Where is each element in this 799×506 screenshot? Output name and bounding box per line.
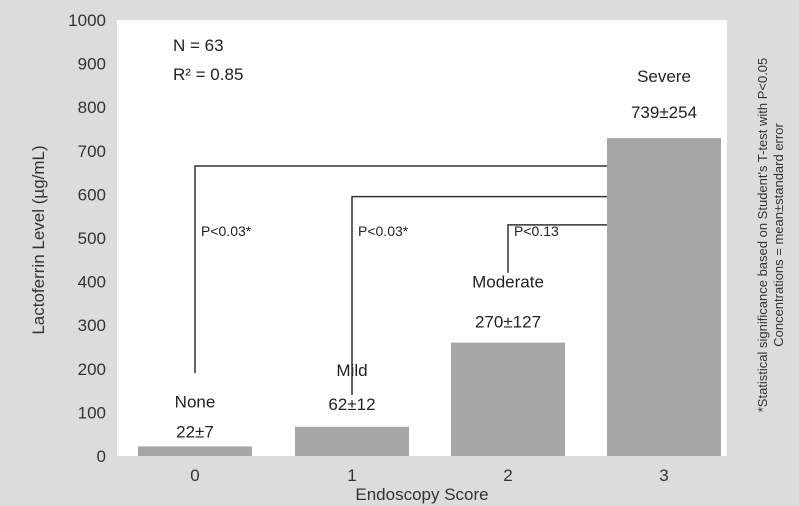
bar-1 <box>295 426 409 456</box>
y-tick-label: 100 <box>78 403 106 422</box>
comparison-bracket <box>351 195 607 395</box>
y-tick-label: 0 <box>97 447 106 466</box>
x-tick-label: 2 <box>503 466 512 485</box>
bar-label-name: Moderate <box>472 273 544 292</box>
x-tick-label: 0 <box>190 466 199 485</box>
bar-label-name: Severe <box>637 67 691 86</box>
footnote-significance: *Statistical significance based on Stude… <box>755 58 770 413</box>
y-tick-label: 600 <box>78 185 106 204</box>
y-tick-label: 300 <box>78 316 106 335</box>
x-tick-label: 1 <box>347 466 356 485</box>
bars <box>138 138 721 456</box>
y-tick-label: 200 <box>78 360 106 379</box>
comparison-bracket <box>194 165 607 374</box>
y-axis-ticks: 0 100 200 300 400 500 600 700 800 900 1000 <box>68 11 106 466</box>
y-tick-label: 700 <box>78 142 106 161</box>
y-tick-label: 400 <box>78 273 106 292</box>
bar-label-value: 739±254 <box>631 103 697 122</box>
y-tick-label: 900 <box>78 55 106 74</box>
bar-0 <box>138 446 252 456</box>
stat-n: N = 63 <box>173 36 224 55</box>
bar-2 <box>451 342 565 456</box>
bar-label-value: 62±12 <box>328 395 375 414</box>
y-axis-title: Lactoferrin Level (µg/mL) <box>29 145 48 334</box>
p-value-label: P<0.03* <box>201 223 252 239</box>
y-tick-label: 800 <box>78 98 106 117</box>
bar-labels: None22±7Mild62±12Moderate270±127Severe73… <box>175 67 697 441</box>
significance-brackets: P<0.03* P<0.03* P<0.13 <box>194 165 607 395</box>
stat-r2: R² = 0.85 <box>173 65 243 84</box>
bar-label-value: 270±127 <box>475 313 541 332</box>
y-tick-label: 1000 <box>68 11 106 30</box>
p-value-label: P<0.13 <box>514 223 559 239</box>
bar-label-name: None <box>175 392 216 411</box>
x-axis-title: Endoscopy Score <box>355 485 488 504</box>
p-value-label: P<0.03* <box>358 223 409 239</box>
bar-3 <box>607 138 721 456</box>
y-tick-label: 500 <box>78 229 106 248</box>
footnote-concentrations: Concentrations = mean±standard error <box>771 123 786 347</box>
x-axis-ticks: 0 1 2 3 <box>190 466 668 485</box>
x-tick-label: 3 <box>659 466 668 485</box>
bar-label-value: 22±7 <box>176 422 214 441</box>
comparison-bracket <box>507 224 607 273</box>
